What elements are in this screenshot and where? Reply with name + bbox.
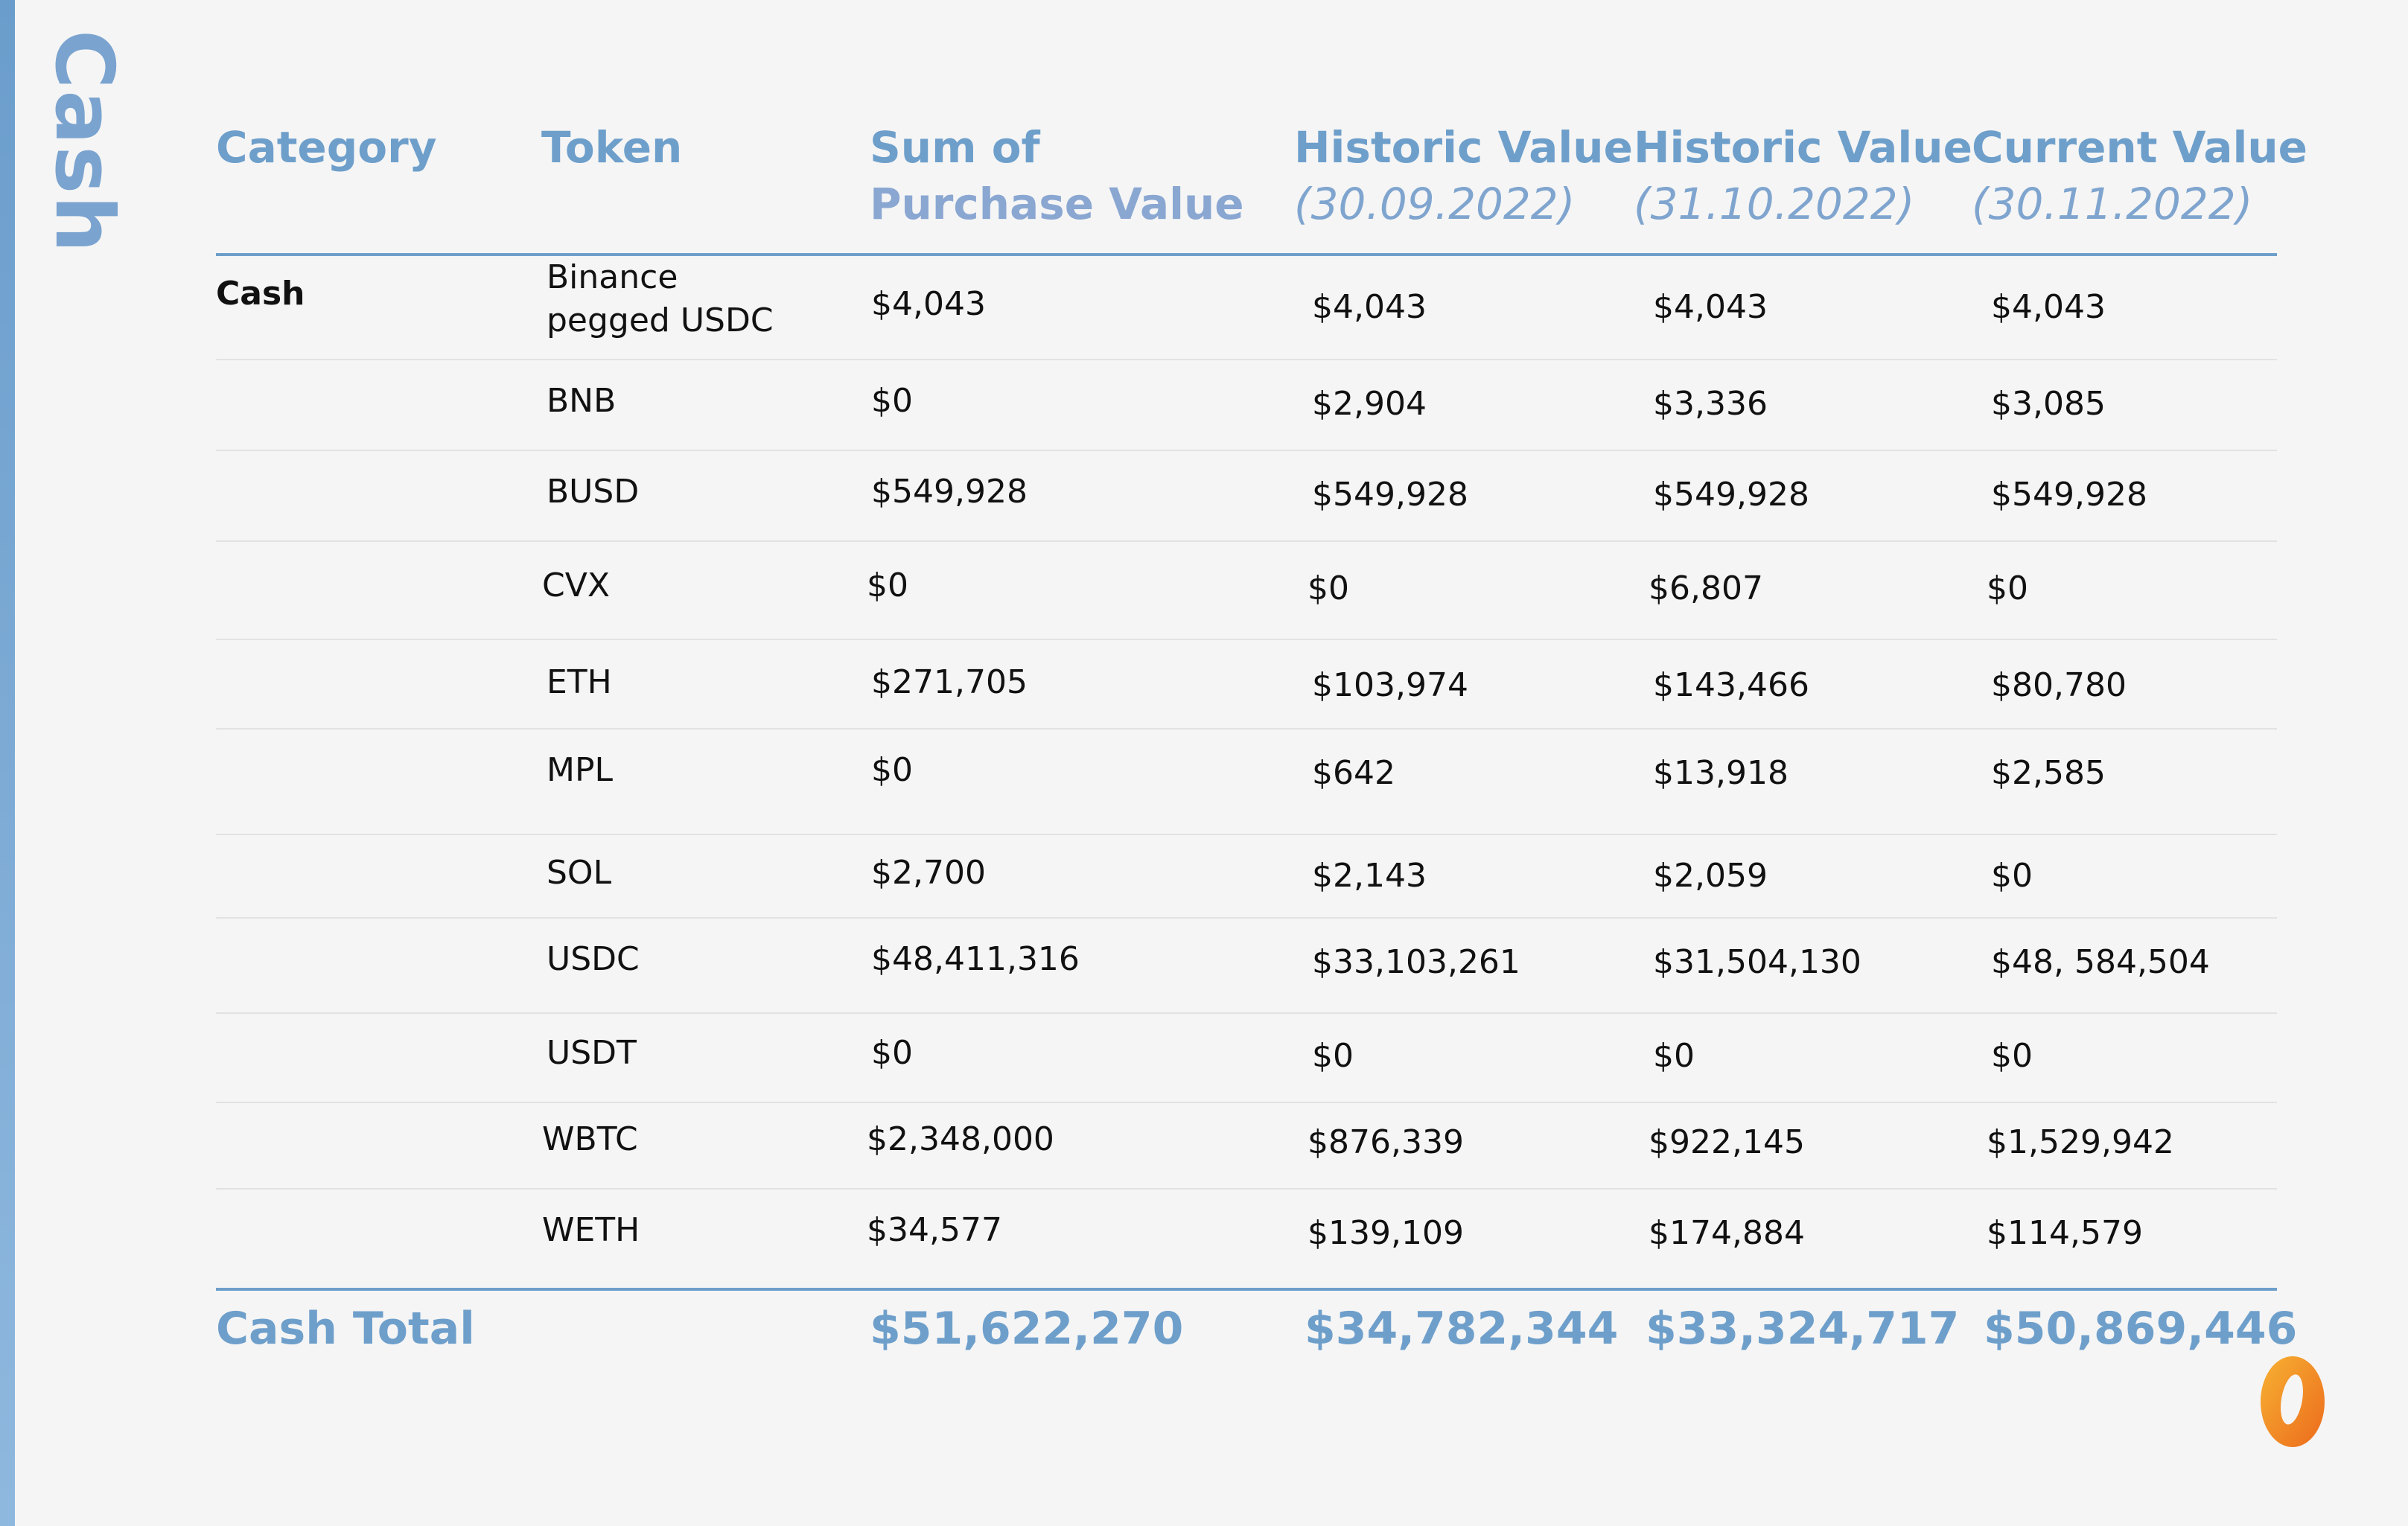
row-purchase: $34,577: [867, 1211, 1002, 1249]
row-hist1: $33,103,261: [1312, 943, 1520, 981]
row-purchase: $0: [867, 566, 908, 604]
table-row: USDC $48,411,316 $33,103,261 $31,504,130…: [216, 919, 2277, 1014]
row-current: $3,085: [1991, 385, 2106, 423]
table-row: WETH $34,577 $139,109 $174,884 $114,579: [216, 1190, 2277, 1288]
row-token: USDC: [547, 940, 640, 978]
row-current: $2,585: [1991, 754, 2106, 792]
total-hist2: $33,324,717: [1646, 1303, 1960, 1355]
row-token: CVX: [542, 566, 610, 604]
left-accent-stripe: [0, 0, 15, 1526]
header-hist2-label: Historic Value: [1634, 122, 1972, 173]
header-hist1-date: (30.09.2022): [1294, 179, 1576, 229]
total-current: $50,869,446: [1984, 1303, 2298, 1355]
total-hist1: $34,782,344: [1305, 1303, 1619, 1355]
table-header: Category Token Sum of Purchase Value His…: [216, 119, 2307, 256]
header-purchase-value: Sum of Purchase Value: [870, 119, 1244, 232]
row-current: $549,928: [1991, 476, 2147, 514]
row-hist1: $103,974: [1312, 666, 1468, 704]
header-category: Category: [216, 122, 437, 173]
total-row: Cash Total $51,622,270 $34,782,344 $33,3…: [216, 1288, 2297, 1388]
row-hist1: $549,928: [1312, 476, 1468, 514]
table-row: CVX $0 $0 $6,807 $0: [216, 542, 2277, 640]
table-row: USDT $0 $0 $0 $0: [216, 1014, 2277, 1103]
row-hist2: $143,466: [1653, 666, 1809, 704]
row-hist1: $4,043: [1312, 288, 1427, 326]
row-purchase: $0: [871, 1034, 913, 1072]
row-hist2: $13,918: [1653, 754, 1789, 792]
row-hist2: $174,884: [1649, 1214, 1805, 1252]
row-hist1: $876,339: [1307, 1123, 1464, 1161]
table-row: SOL $2,700 $2,143 $2,059 $0: [216, 835, 2277, 919]
header-purchase-line1: Sum of: [870, 122, 1040, 173]
row-current: $0: [1991, 857, 2033, 895]
row-hist2: $0: [1653, 1037, 1695, 1075]
row-hist1: $2,143: [1312, 857, 1427, 895]
row-current: $0: [1991, 1037, 2033, 1075]
row-category: Cash: [216, 275, 305, 313]
header-token: Token: [541, 122, 683, 173]
header-historic-value-2: Historic Value (31.10.2022): [1634, 119, 1972, 232]
table-row: Cash Binance pegged USDC $4,043 $4,043 $…: [216, 256, 2277, 360]
row-current: $0: [1987, 569, 2028, 607]
row-hist2: $4,043: [1653, 288, 1768, 326]
row-hist1: $0: [1312, 1037, 1354, 1075]
row-token: WETH: [542, 1211, 640, 1249]
total-purchase: $51,622,270: [870, 1303, 1184, 1355]
table-row: MPL $0 $642 $13,918 $2,585: [216, 730, 2277, 835]
table-row: WBTC $2,348,000 $876,339 $922,145 $1,529…: [216, 1103, 2277, 1190]
table-row: BNB $0 $2,904 $3,336 $3,085: [216, 360, 2277, 451]
row-token: BUSD: [547, 473, 640, 511]
table-row: BUSD $549,928 $549,928 $549,928 $549,928: [216, 451, 2277, 542]
row-purchase: $2,700: [871, 854, 986, 892]
row-token: Binance pegged USDC: [547, 256, 774, 342]
row-hist1: $0: [1307, 569, 1349, 607]
cash-table: Category Token Sum of Purchase Value His…: [216, 119, 2307, 1388]
row-hist2: $922,145: [1649, 1123, 1805, 1161]
side-title: Cash: [37, 30, 130, 255]
row-current: $114,579: [1987, 1214, 2143, 1252]
header-current-value: Current Value (30.11.2022): [1972, 119, 2307, 232]
table-row: ETH $271,705 $103,974 $143,466 $80,780: [216, 640, 2277, 730]
row-hist2: $549,928: [1653, 476, 1809, 514]
row-token: ETH: [547, 663, 612, 701]
row-token: SOL: [547, 854, 612, 892]
row-token: BNB: [547, 382, 617, 420]
row-token: WBTC: [542, 1120, 638, 1158]
row-purchase: $0: [871, 751, 913, 789]
header-hist2-date: (31.10.2022): [1634, 179, 1915, 229]
row-purchase: $48,411,316: [871, 940, 1080, 978]
row-current: $80,780: [1991, 666, 2127, 704]
row-current: $4,043: [1991, 288, 2106, 326]
row-hist1: $2,904: [1312, 385, 1427, 423]
row-purchase: $549,928: [871, 473, 1028, 511]
row-current: $48, 584,504: [1991, 943, 2210, 981]
row-purchase: $2,348,000: [867, 1120, 1054, 1158]
row-token: USDT: [547, 1034, 637, 1072]
total-label: Cash Total: [216, 1303, 475, 1355]
row-token-line2: pegged USDC: [547, 301, 774, 339]
row-hist1: $139,109: [1307, 1214, 1464, 1252]
row-hist2: $31,504,130: [1653, 943, 1861, 981]
row-current: $1,529,942: [1987, 1123, 2174, 1161]
row-purchase: $4,043: [871, 285, 986, 323]
row-hist1: $642: [1312, 754, 1395, 792]
row-purchase: $0: [871, 382, 913, 420]
row-hist2: $3,336: [1653, 385, 1768, 423]
header-purchase-line2: Purchase Value: [870, 179, 1244, 229]
brand-logo-icon: [2261, 1356, 2325, 1447]
row-token: MPL: [547, 751, 614, 789]
row-hist2: $6,807: [1649, 569, 1763, 607]
row-token-line1: Binance: [547, 258, 678, 296]
header-historic-value-1: Historic Value (30.09.2022): [1294, 119, 1633, 232]
row-hist2: $2,059: [1653, 857, 1768, 895]
header-current-date: (30.11.2022): [1972, 179, 2253, 229]
row-purchase: $271,705: [871, 663, 1028, 701]
header-hist1-label: Historic Value: [1294, 122, 1633, 173]
header-current-label: Current Value: [1972, 122, 2307, 173]
